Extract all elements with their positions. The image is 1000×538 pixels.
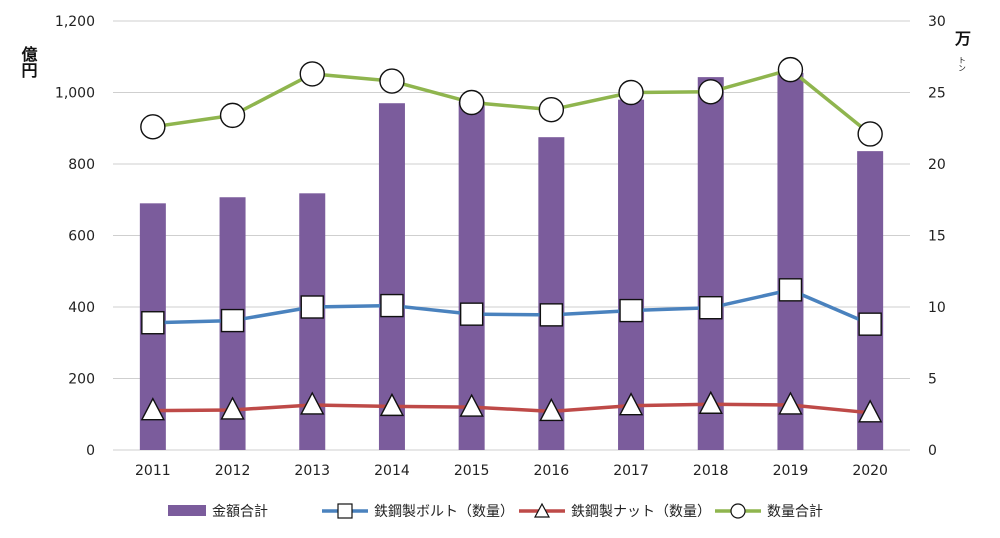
x-tick-label: 2018 — [693, 463, 729, 479]
right-tick-label: 25 — [928, 86, 946, 102]
right-tick-label: 15 — [928, 229, 946, 245]
x-tick-label: 2012 — [215, 463, 251, 479]
circle-marker — [219, 102, 246, 129]
left-tick-label: 800 — [68, 157, 95, 173]
right-tick-label: 0 — [928, 443, 937, 459]
circle-marker — [618, 79, 644, 106]
left-axis-ticks: 0 200 400 600 800 1,000 1,200 — [55, 14, 95, 459]
right-tick-label: 5 — [928, 372, 937, 388]
x-tick-label: 2013 — [294, 463, 330, 479]
line-markers — [140, 56, 883, 423]
series-line — [152, 402, 871, 415]
bar — [378, 103, 405, 450]
left-tick-label: 400 — [68, 300, 95, 316]
legend: 金額合計 鉄鋼製ボルト（数量） 鉄鋼製ナット（数量） 数量合計 — [168, 502, 823, 520]
square-marker — [380, 293, 404, 318]
legend-label: 鉄鋼製ボルト（数量） — [374, 504, 514, 520]
circle-marker — [299, 61, 325, 87]
square-marker — [699, 296, 723, 320]
bar — [777, 72, 804, 451]
series-line — [152, 67, 872, 136]
left-tick-label: 600 — [68, 229, 95, 245]
circle-marker — [857, 121, 883, 147]
triangle-marker — [618, 392, 644, 416]
right-tick-label: 20 — [928, 157, 946, 173]
right-axis-ticks: 0 5 10 15 20 25 30 — [928, 14, 946, 459]
triangle-marker — [140, 397, 166, 421]
right-tick-label: 10 — [928, 300, 946, 316]
square-marker — [459, 302, 484, 326]
left-tick-label: 1,200 — [55, 14, 95, 30]
left-tick-label: 0 — [86, 443, 95, 459]
left-axis-unit: 億円 — [19, 45, 38, 79]
circle-marker — [379, 68, 405, 94]
series-line — [152, 288, 871, 326]
legend-circle-marker — [730, 503, 746, 519]
right-axis-unit-main: 万 — [954, 29, 971, 48]
x-tick-label: 2016 — [534, 463, 570, 479]
circle-marker — [698, 79, 724, 105]
bar — [618, 99, 645, 451]
x-tick-label: 2019 — [773, 463, 809, 479]
triangle-marker — [857, 399, 883, 423]
legend-bar-swatch — [168, 505, 206, 516]
bar — [458, 101, 485, 450]
circle-marker — [538, 96, 565, 123]
square-marker — [778, 278, 803, 302]
triangle-marker — [220, 396, 245, 420]
triangle-marker — [459, 393, 484, 417]
x-tick-label: 2014 — [374, 463, 410, 479]
square-marker — [220, 308, 245, 333]
legend-label: 金額合計 — [212, 504, 268, 520]
x-tick-label: 2017 — [613, 463, 649, 479]
legend-triangle-marker — [533, 502, 551, 518]
bar — [538, 137, 565, 450]
left-tick-label: 1,000 — [55, 86, 95, 102]
triangle-marker — [379, 392, 405, 417]
right-tick-label: 30 — [928, 14, 946, 30]
square-marker — [300, 295, 324, 319]
bar — [697, 77, 724, 450]
circle-marker — [140, 114, 166, 140]
square-marker — [619, 298, 643, 323]
gridlines — [113, 20, 910, 451]
x-tick-label: 2020 — [852, 463, 888, 479]
triangle-marker — [698, 390, 723, 414]
bar-series — [139, 72, 884, 451]
triangle-marker — [778, 391, 803, 415]
line-series — [152, 67, 872, 415]
x-tick-label: 2015 — [454, 463, 490, 479]
triangle-marker — [539, 397, 564, 422]
square-marker — [858, 312, 882, 336]
x-tick-label: 2011 — [135, 463, 171, 479]
legend-label: 数量合計 — [767, 504, 823, 520]
square-marker — [141, 311, 165, 335]
circle-marker — [458, 89, 485, 116]
right-axis-unit-small: トン — [958, 56, 967, 72]
x-axis-ticks: 2011 2012 2013 2014 2015 2016 2017 2018 2019 2020 — [135, 463, 888, 479]
legend-label: 鉄鋼製ナット（数量） — [571, 504, 711, 520]
left-tick-label: 200 — [68, 372, 95, 388]
circle-marker — [777, 56, 804, 83]
triangle-marker — [300, 391, 325, 415]
legend-square-marker — [337, 503, 353, 519]
square-marker — [539, 303, 564, 327]
